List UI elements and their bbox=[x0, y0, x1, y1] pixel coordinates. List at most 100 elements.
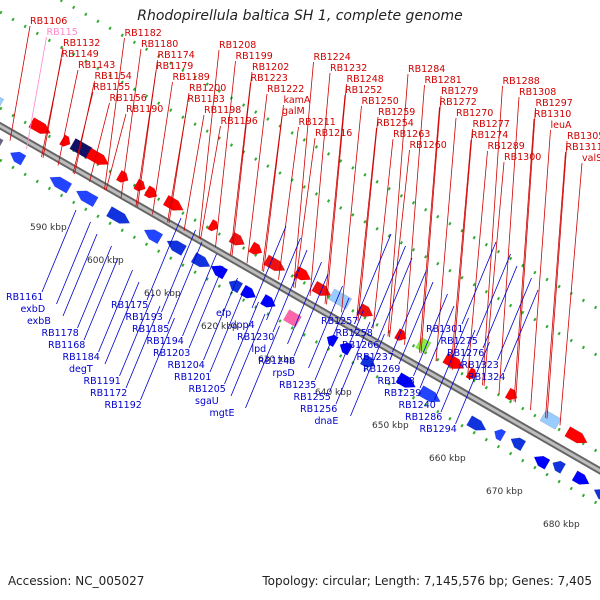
gene-label-top[interactable]: RB1199 bbox=[236, 51, 273, 62]
gene-label-top[interactable]: RB1216 bbox=[315, 128, 352, 139]
gene-arrow[interactable] bbox=[8, 148, 27, 166]
gene-label-top[interactable]: RB1211 bbox=[299, 117, 336, 128]
gene-arrow[interactable] bbox=[207, 219, 221, 233]
gene-arrow[interactable] bbox=[248, 241, 265, 258]
gene-label-top[interactable]: RB1252 bbox=[345, 85, 382, 96]
gene-label-top[interactable]: RB1190 bbox=[126, 104, 163, 115]
gene-arrow[interactable] bbox=[393, 328, 409, 344]
gene-label-bottom[interactable]: RB1257 bbox=[321, 316, 358, 327]
gene-label-top[interactable]: RB1149 bbox=[62, 49, 99, 60]
gene-label-bottom[interactable]: RB1294 bbox=[420, 424, 457, 435]
gene-box[interactable] bbox=[0, 133, 4, 151]
gene-label-bottom[interactable]: RB1239 bbox=[384, 388, 421, 399]
gene-label-top[interactable]: kamA bbox=[284, 95, 311, 106]
gene-arrow[interactable] bbox=[466, 415, 489, 435]
gene-arrow[interactable] bbox=[162, 194, 186, 215]
gene-label-top[interactable]: RB1308 bbox=[519, 87, 556, 98]
gene-label-top[interactable]: RB1305 bbox=[567, 131, 600, 142]
gene-label-top[interactable]: RB1224 bbox=[314, 52, 351, 63]
gene-label-bottom[interactable]: RB1168 bbox=[48, 340, 85, 351]
gene-label-top[interactable]: RB1279 bbox=[441, 86, 478, 97]
gene-label-top[interactable]: RB1202 bbox=[252, 62, 289, 73]
gene-arrow[interactable] bbox=[28, 117, 54, 139]
gene-label-top[interactable]: RB1254 bbox=[377, 118, 414, 129]
gene-label-bottom[interactable]: degT bbox=[69, 364, 93, 375]
gene-label-bottom[interactable]: RB1191 bbox=[84, 376, 121, 387]
gene-arrow[interactable] bbox=[239, 284, 258, 302]
gene-arrow[interactable] bbox=[105, 206, 132, 228]
gene-label-bottom[interactable]: RB1276 bbox=[447, 348, 484, 359]
gene-label-bottom[interactable]: exbB bbox=[27, 316, 51, 327]
gene-label-bottom[interactable]: sgaU bbox=[195, 396, 219, 407]
gene-label-top[interactable]: RB1106 bbox=[30, 16, 67, 27]
gene-label-top[interactable]: RB1284 bbox=[408, 64, 445, 75]
gene-label-bottom[interactable]: RB1256 bbox=[300, 404, 337, 415]
gene-label-bottom[interactable]: dpp4 bbox=[231, 320, 255, 331]
gene-label-bottom[interactable]: dnaE bbox=[315, 416, 339, 427]
gene-label-top[interactable]: RB1143 bbox=[78, 60, 115, 71]
gene-label-bottom[interactable]: RB1301 bbox=[426, 324, 463, 335]
gene-label-top[interactable]: RB1174 bbox=[158, 50, 195, 61]
gene-label-top[interactable]: RB1182 bbox=[125, 28, 162, 39]
gene-label-top[interactable]: RB1277 bbox=[473, 119, 510, 130]
gene-arrow[interactable] bbox=[337, 340, 354, 356]
gene-label-top[interactable]: RB1274 bbox=[471, 130, 508, 141]
gene-label-bottom[interactable]: RB1193 bbox=[126, 312, 163, 323]
gene-label-top[interactable]: RB1272 bbox=[440, 97, 477, 108]
gene-arrow[interactable] bbox=[190, 252, 213, 271]
gene-label-top[interactable]: RB1232 bbox=[330, 63, 367, 74]
gene-box[interactable] bbox=[539, 409, 562, 430]
gene-label-bottom[interactable]: RB1175 bbox=[111, 300, 148, 311]
gene-label-top[interactable]: RB1222 bbox=[267, 84, 304, 95]
gene-label-bottom[interactable]: RB1185 bbox=[132, 324, 169, 335]
gene-label-top[interactable]: RB1311 bbox=[566, 142, 600, 153]
gene-label-top[interactable]: RB1260 bbox=[410, 140, 447, 151]
gene-arrow[interactable] bbox=[531, 452, 551, 470]
gene-box[interactable] bbox=[283, 309, 302, 328]
gene-arrow[interactable] bbox=[465, 367, 479, 382]
gene-label-bottom[interactable]: RB1230 bbox=[237, 332, 274, 343]
gene-label-top[interactable]: RB1248 bbox=[347, 74, 384, 85]
gene-label-top[interactable]: RB1270 bbox=[456, 108, 493, 119]
gene-label-bottom[interactable]: RB1205 bbox=[189, 384, 226, 395]
gene-label-bottom[interactable]: RB1240 bbox=[399, 400, 436, 411]
gene-arrow[interactable] bbox=[550, 458, 567, 474]
gene-label-top[interactable]: RB1154 bbox=[95, 71, 132, 82]
gene-arrow[interactable] bbox=[417, 385, 443, 407]
gene-arrow[interactable] bbox=[571, 470, 592, 489]
gene-label-top[interactable]: RB1297 bbox=[536, 98, 573, 109]
gene-label-bottom[interactable]: RB1266 bbox=[342, 340, 379, 351]
gene-label-top[interactable]: RB1196 bbox=[221, 116, 258, 127]
gene-label-top[interactable]: RB1198 bbox=[204, 105, 241, 116]
gene-label-bottom[interactable]: RB1258 bbox=[336, 328, 373, 339]
gene-label-top[interactable]: RB1310 bbox=[534, 109, 571, 120]
gene-label-bottom[interactable]: rpsD bbox=[273, 368, 295, 379]
gene-label-bottom[interactable]: RB1323 bbox=[462, 360, 499, 371]
gene-arrow[interactable] bbox=[591, 485, 600, 504]
gene-label-top[interactable]: RB1183 bbox=[188, 94, 225, 105]
gene-arrow[interactable] bbox=[259, 293, 278, 311]
gene-box[interactable] bbox=[0, 92, 5, 111]
gene-arrow[interactable] bbox=[47, 173, 73, 194]
gene-label-bottom[interactable]: efp bbox=[216, 308, 231, 319]
gene-label-bottom[interactable]: mgtE bbox=[210, 408, 235, 419]
gene-label-bottom[interactable]: RB1275 bbox=[441, 336, 478, 347]
gene-label-bottom[interactable]: RB1172 bbox=[90, 388, 127, 399]
gene-arrow[interactable] bbox=[164, 236, 187, 256]
gene-label-bottom[interactable]: RB1237 bbox=[357, 352, 394, 363]
gene-label-top[interactable]: galM bbox=[282, 106, 305, 117]
gene-label-top[interactable]: RB1288 bbox=[503, 76, 540, 87]
gene-arrow[interactable] bbox=[508, 434, 527, 452]
gene-label-bottom[interactable]: RB1194 bbox=[147, 336, 184, 347]
gene-label-bottom[interactable]: RB1204 bbox=[168, 360, 205, 371]
gene-label-bottom[interactable]: RB1255 bbox=[294, 392, 331, 403]
gene-label-top[interactable]: RB1200 bbox=[189, 83, 226, 94]
gene-label-top[interactable]: RB1156 bbox=[110, 93, 147, 104]
gene-label-top[interactable]: RB115 bbox=[47, 27, 78, 38]
gene-label-bottom[interactable]: lpd bbox=[252, 344, 267, 355]
gene-arrow[interactable] bbox=[115, 169, 131, 185]
gene-label-top[interactable]: leuA bbox=[551, 120, 573, 131]
gene-label-bottom[interactable]: RB1246 bbox=[258, 356, 295, 367]
gene-label-bottom[interactable]: RB1324 bbox=[468, 372, 505, 383]
gene-arrow[interactable] bbox=[59, 134, 72, 149]
